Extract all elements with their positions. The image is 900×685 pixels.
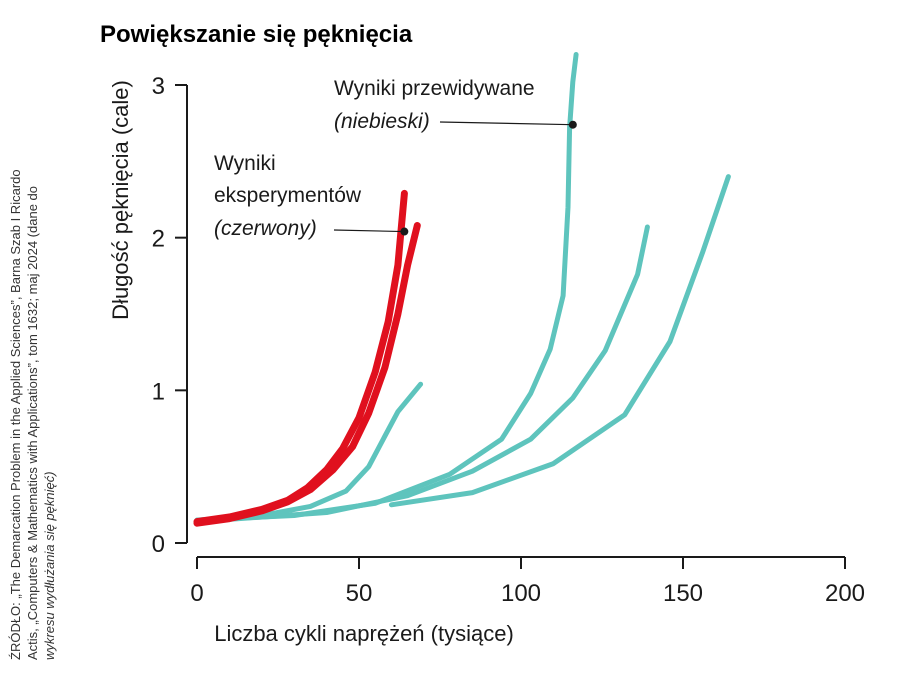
experimental-label-line: (czerwony)	[214, 217, 317, 240]
predicted-label-line: Wyniki przewidywane	[334, 77, 535, 100]
experimental-leader-line	[333, 229, 405, 233]
x-tick-label: 50	[346, 580, 373, 607]
series-group	[193, 52, 731, 527]
experimental-label-line: Wyniki	[214, 152, 276, 175]
x-axis-label: Liczba cykli naprężeń (tysiące)	[214, 621, 514, 646]
predicted-series-line	[388, 174, 731, 508]
axes: 0 1 2 3 0 50 100 150 200	[152, 73, 865, 607]
predicted-label-line: (niebieski)	[334, 110, 430, 133]
x-tick-label: 0	[190, 580, 203, 607]
y-tick-label: 0	[152, 531, 165, 558]
predicted-series-line	[194, 224, 650, 525]
source-line: ŹRÓDŁO: „The Demarcation Problem in the …	[8, 169, 23, 660]
x-tick-label: 100	[501, 580, 541, 607]
annotations: Wyniki eksperymentów (czerwony) Wyniki prze…	[214, 77, 577, 240]
y-tick-label: 3	[152, 73, 165, 100]
source-line: Actis, „Computers & Mathematics with App…	[25, 186, 40, 660]
y-tick-label: 1	[152, 378, 165, 405]
x-tick-label: 200	[825, 580, 865, 607]
source-note: ŹRÓDŁO: „The Demarcation Problem in the …	[8, 169, 57, 660]
chart-title: Powiększanie się pęknięcia	[100, 21, 413, 48]
experimental-series-line	[193, 222, 421, 527]
predicted-marker-dot	[568, 120, 577, 129]
y-axis-label: Długość pęknięcia (cale)	[108, 80, 133, 320]
experimental-label-line: eksperymentów	[214, 184, 362, 207]
y-tick-label: 2	[152, 226, 165, 253]
x-tick-label: 150	[663, 580, 703, 607]
experimental-series-line	[193, 189, 408, 526]
predicted-leader-line	[439, 121, 573, 126]
experimental-marker-dot	[400, 227, 409, 236]
source-line: wykresu wydłużania się pęknięć)	[42, 471, 57, 660]
